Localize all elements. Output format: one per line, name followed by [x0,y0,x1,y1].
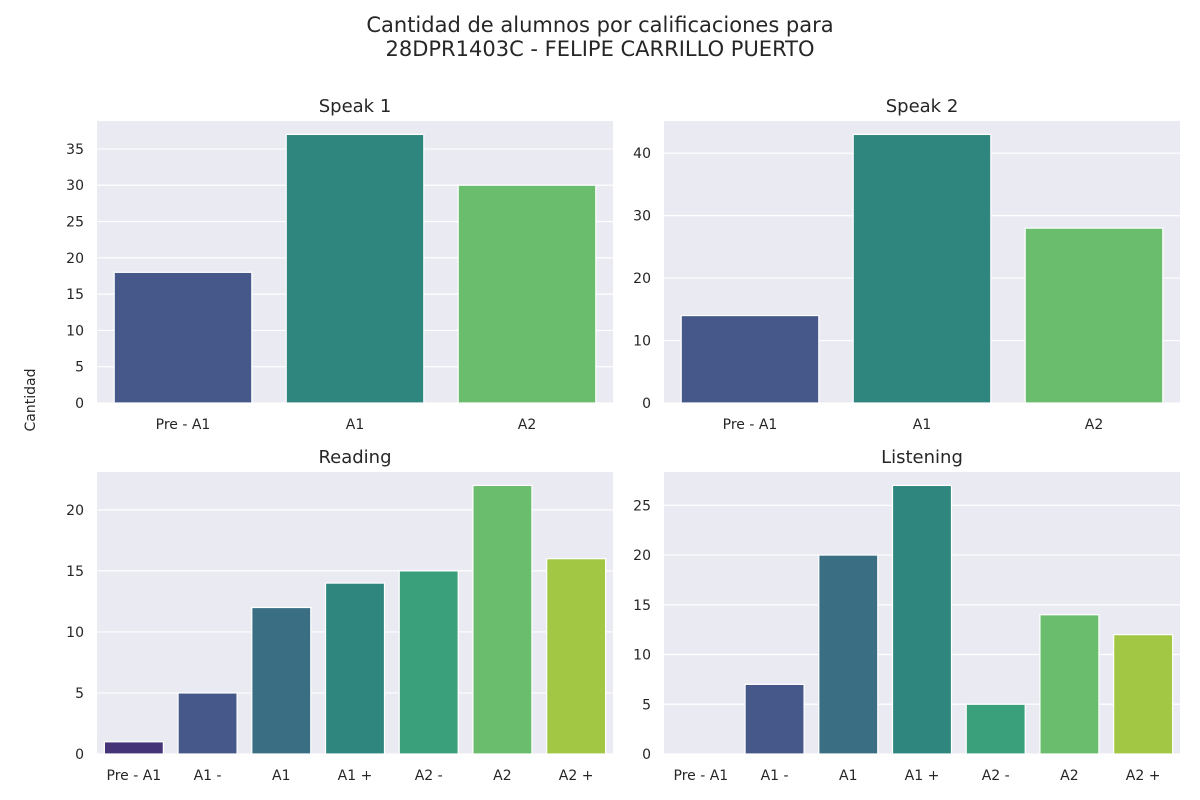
chart-panel-2: 0 10 20 30 40 Pre - A1 A1 A2 Speak 2 [633,96,1180,433]
x-tick-label: A2 - [982,768,1010,784]
y-tick-label: 15 [66,564,84,580]
bar-6 [1039,614,1100,755]
bar-1 [113,271,253,404]
figure-title-line-1: Cantidad de alumnos por calificaciones p… [366,13,834,37]
y-tick-label: 0 [75,747,84,763]
x-tick-label: A1 [913,417,931,433]
y-tick-label: 25 [66,215,84,231]
y-tick-label: 30 [633,209,651,225]
bar-4 [891,484,953,755]
chart-title: Speak 2 [886,96,959,117]
y-tick-label: 5 [75,686,84,702]
chart-panel-4: 0 5 10 15 20 25 Pre - A1 A1 - A1 A1 + A2 - A2 A2 + Li… [633,447,1180,784]
x-tick-label: Pre - A1 [156,417,211,433]
y-tick-label: 0 [642,396,651,412]
bar-7 [546,558,607,755]
bar-1 [103,741,164,755]
y-tick-label: 10 [633,648,651,664]
x-tick-label: A2 [1085,417,1103,433]
bar-3 [251,606,312,755]
y-tick-label: 20 [66,251,84,267]
bar-5 [398,570,459,755]
x-tick-label: A2 - [415,768,443,784]
bar-3 [1024,227,1164,404]
y-tick-label: 25 [633,498,651,514]
bar-2 [852,133,992,404]
chart-title: Reading [318,447,391,468]
chart-panel-3: 0 5 10 15 20 Pre - A1 A1 - A1 A1 + A2 - A2 A2 + Read… [66,447,613,784]
y-tick-label: 10 [66,625,84,641]
y-tick-label: 5 [75,360,84,376]
bar-1 [680,314,820,404]
bar-2 [285,133,425,404]
bar-3 [457,184,597,404]
x-tick-label: A1 [839,768,857,784]
x-tick-label: Pre - A1 [674,768,729,784]
x-tick-label: A2 + [559,768,594,784]
bar-2 [177,692,238,755]
y-tick-label: 10 [633,334,651,350]
bar-6 [472,484,533,755]
x-tick-label: A1 [346,417,364,433]
x-tick-label: A2 [518,417,536,433]
bar-7 [1113,634,1174,755]
chart-title: Listening [881,447,963,468]
x-tick-label: A1 - [194,768,222,784]
x-tick-label: A2 [493,768,511,784]
x-tick-label: A1 + [338,768,373,784]
y-tick-label: 15 [633,598,651,614]
y-tick-label: 15 [66,287,84,303]
y-tick-label: 20 [66,503,84,519]
bar-2 [744,683,805,755]
y-tick-label: 0 [75,396,84,412]
bar-5 [965,703,1026,755]
y-tick-label: 10 [66,323,84,339]
x-tick-label: A1 [272,768,290,784]
bar-4 [324,582,386,755]
y-tick-label: 40 [633,146,651,162]
x-tick-label: Pre - A1 [107,768,162,784]
y-tick-label: 20 [633,271,651,287]
y-tick-label: 35 [66,142,84,158]
x-tick-label: A2 [1060,768,1078,784]
y-tick-label: 0 [642,747,651,763]
chart-panel-1: 0 5 10 15 20 25 30 35 Pre - A1 A1 A2 Speak 1 [66,96,613,433]
y-tick-label: 5 [642,697,651,713]
x-tick-label: Pre - A1 [723,417,778,433]
y-tick-label: 20 [633,548,651,564]
y-tick-label: 30 [66,178,84,194]
chart-title: Speak 1 [319,96,392,117]
x-tick-label: A1 - [761,768,789,784]
x-tick-label: A2 + [1126,768,1161,784]
bar-3 [818,554,879,755]
figure-title-line-2: 28DPR1403C - FELIPE CARRILLO PUERTO [385,37,815,61]
x-tick-label: A1 + [905,768,940,784]
